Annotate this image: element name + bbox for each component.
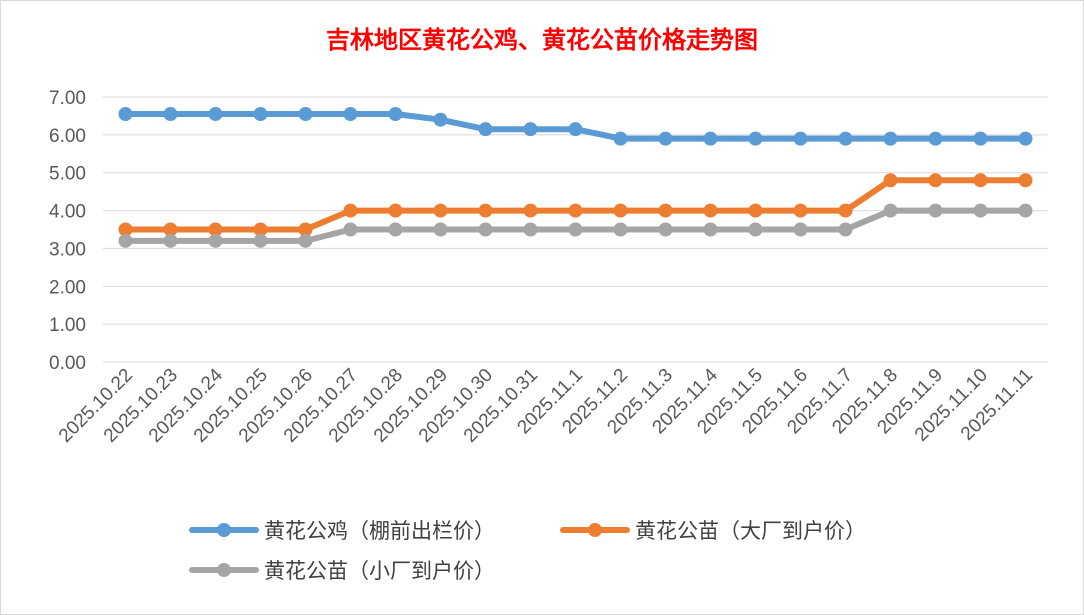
legend-label: 黄花公鸡（棚前出栏价） — [264, 519, 495, 543]
legend-marker-icon — [217, 563, 231, 577]
chart-title: 吉林地区黄花公鸡、黄花公苗价格走势图 — [326, 26, 758, 54]
data-point — [343, 222, 358, 237]
series-layer — [118, 107, 1033, 248]
y-tick-label: 5.00 — [49, 164, 86, 185]
y-tick-label: 0.00 — [49, 353, 86, 374]
data-point — [568, 222, 583, 237]
series-1 — [118, 107, 1033, 146]
data-point — [703, 222, 718, 237]
data-point — [613, 203, 628, 218]
data-point — [613, 131, 628, 146]
data-point — [883, 203, 898, 218]
data-point — [838, 131, 853, 146]
data-point — [883, 131, 898, 146]
data-point — [928, 203, 943, 218]
data-point — [388, 107, 403, 122]
y-tick-label: 1.00 — [49, 315, 86, 336]
data-point — [883, 173, 898, 188]
data-point — [748, 203, 763, 218]
data-point — [973, 131, 988, 146]
legend-item: 黄花公鸡（棚前出栏价） — [189, 519, 495, 543]
data-point — [343, 203, 358, 218]
legend: 黄花公鸡（棚前出栏价） 黄花公苗（大厂到户价） 黄花公苗（小厂到户价） — [189, 519, 866, 583]
data-point — [793, 203, 808, 218]
data-point — [703, 131, 718, 146]
data-point — [118, 107, 133, 122]
data-point — [793, 222, 808, 237]
data-point — [838, 203, 853, 218]
legend-item: 黄花公苗（小厂到户价） — [189, 559, 495, 583]
data-point — [253, 233, 268, 248]
data-point — [748, 131, 763, 146]
data-point — [388, 203, 403, 218]
data-point — [433, 222, 448, 237]
data-point — [793, 131, 808, 146]
legend-marker-icon — [217, 523, 231, 537]
data-point — [343, 107, 358, 122]
y-tick-label: 7.00 — [49, 88, 86, 109]
y-tick-label: 2.00 — [49, 277, 86, 298]
legend-label: 黄花公苗（小厂到户价） — [264, 559, 495, 583]
data-point — [1018, 203, 1033, 218]
data-point — [298, 233, 313, 248]
data-point — [208, 222, 223, 237]
data-point — [703, 203, 718, 218]
y-axis: 0.00 1.00 2.00 3.00 4.00 5.00 6.00 7.00 — [49, 88, 86, 374]
data-point — [118, 222, 133, 237]
y-tick-label: 6.00 — [49, 126, 86, 147]
data-point — [163, 107, 178, 122]
data-point — [658, 222, 673, 237]
data-point — [523, 203, 538, 218]
data-point — [478, 203, 493, 218]
series-2 — [118, 173, 1033, 237]
data-point — [973, 203, 988, 218]
data-point — [298, 107, 313, 122]
data-point — [253, 107, 268, 122]
data-point — [208, 107, 223, 122]
data-point — [478, 222, 493, 237]
data-point — [658, 131, 673, 146]
data-point — [433, 203, 448, 218]
y-tick-label: 4.00 — [49, 202, 86, 223]
data-point — [1018, 131, 1033, 146]
data-point — [118, 233, 133, 248]
data-point — [253, 222, 268, 237]
legend-marker-icon — [588, 523, 602, 537]
data-point — [163, 233, 178, 248]
data-point — [568, 122, 583, 137]
data-point — [523, 222, 538, 237]
data-point — [973, 173, 988, 188]
series-3 — [118, 203, 1033, 248]
data-point — [838, 222, 853, 237]
data-point — [208, 233, 223, 248]
data-point — [388, 222, 403, 237]
data-point — [613, 222, 628, 237]
y-tick-label: 3.00 — [49, 239, 86, 260]
data-point — [478, 122, 493, 137]
data-point — [928, 131, 943, 146]
data-point — [433, 112, 448, 127]
data-point — [568, 203, 583, 218]
data-point — [658, 203, 673, 218]
data-point — [928, 173, 943, 188]
data-point — [1018, 173, 1033, 188]
legend-label: 黄花公苗（大厂到户价） — [635, 519, 866, 543]
data-point — [748, 222, 763, 237]
data-point — [163, 222, 178, 237]
data-point — [523, 122, 538, 137]
data-point — [298, 222, 313, 237]
legend-item: 黄花公苗（大厂到户价） — [560, 519, 866, 543]
